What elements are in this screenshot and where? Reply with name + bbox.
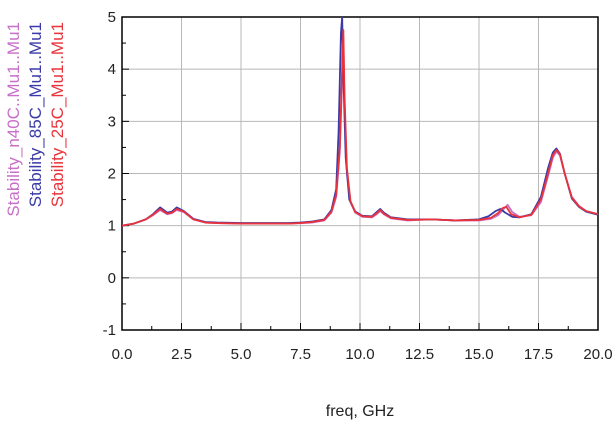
y-tick-label: 5 [108,9,116,26]
series-lines [122,17,598,227]
x-axis-title: freq, GHz [326,403,394,420]
grid [122,17,598,330]
legend-label-2: Stability_25C_Mu1..Mu1 [48,22,67,207]
x-tick-label: 5.0 [231,346,252,363]
legend-label-1: Stability_85C_Mu1..Mu1 [26,22,45,207]
y-tick-label: 1 [108,218,116,235]
x-tick-label: 15.0 [464,346,493,363]
y-tick-label: 0 [108,270,116,287]
y-tick-label: 3 [108,113,116,130]
x-tick-label: 12.5 [405,346,434,363]
x-tick-label: 10.0 [345,346,374,363]
x-tick-label: 0.0 [112,346,133,363]
x-tick-label: 7.5 [290,346,311,363]
legend: Stability_n40C..Mu1..Mu1 Stability_85C_Mu… [4,22,67,217]
x-axis: 0.0 2.5 5.0 7.5 10.0 12.5 15.0 17.5 20.0 [112,323,613,363]
y-axis: -1 0 1 2 3 4 5 [103,9,129,339]
y-tick-label: 2 [108,166,116,183]
y-tick-label: -1 [103,322,116,339]
legend-label-0: Stability_n40C..Mu1..Mu1 [4,22,23,217]
series-line-2 [122,29,598,227]
x-tick-label: 17.5 [524,346,553,363]
y-tick-label: 4 [108,61,116,78]
x-tick-label: 20.0 [583,346,612,363]
x-tick-label: 2.5 [171,346,192,363]
